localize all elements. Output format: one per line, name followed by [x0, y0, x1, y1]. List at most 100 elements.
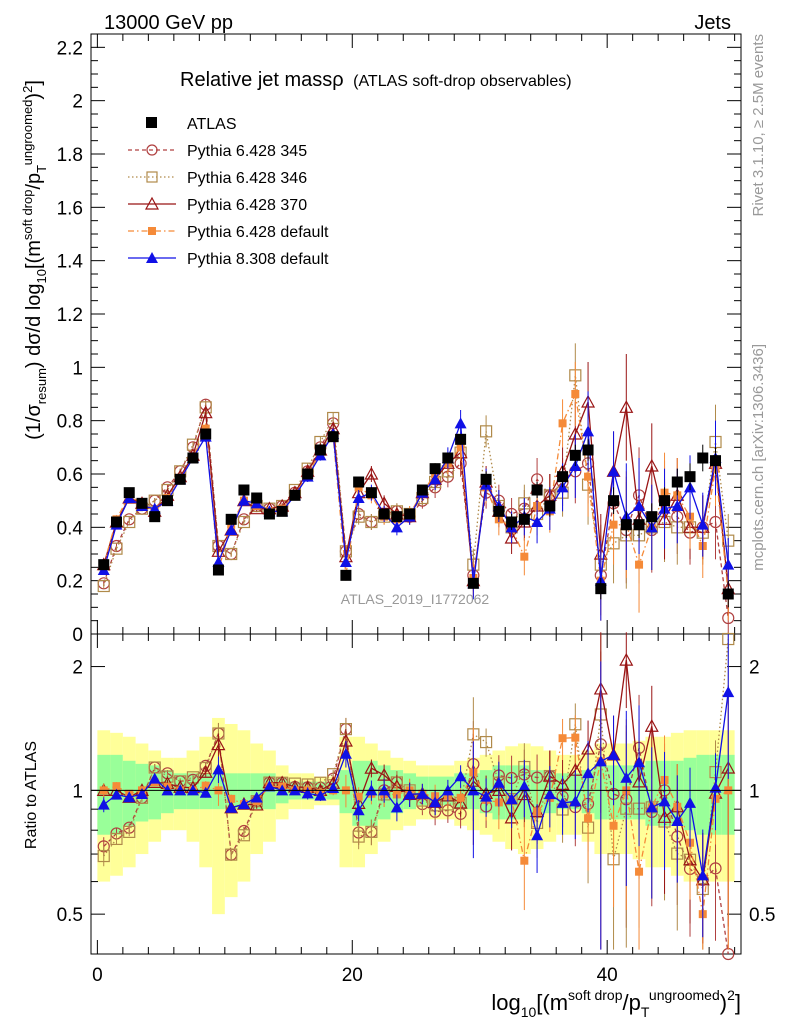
- ratio-point-p8def: [582, 767, 595, 779]
- ratio-point-p370: [211, 737, 226, 751]
- atlas-point: [582, 444, 594, 456]
- legend-entry-p345: Pythia 6.428 345: [128, 143, 307, 160]
- atlas-point: [646, 511, 658, 523]
- atlas-point: [620, 519, 632, 531]
- ratio-point-p6def: [456, 793, 465, 802]
- main-ytick-label: 1.2: [57, 305, 83, 326]
- ratio-point-p8def: [543, 788, 556, 800]
- ratio-point-p8def: [696, 869, 709, 881]
- legend-label-p345: Pythia 6.428 345: [187, 143, 307, 160]
- series-point-p370: [364, 466, 379, 480]
- series-point-p8def: [225, 524, 238, 535]
- ratio-point-p8def: [607, 748, 620, 760]
- ratio-point-p370: [364, 760, 379, 774]
- ratio-point-p345: [530, 771, 544, 784]
- atlas-point: [569, 449, 581, 461]
- atlas-point: [340, 569, 352, 581]
- series-point-p6def: [584, 472, 593, 481]
- legend-label-p346: Pythia 6.428 346: [187, 170, 307, 187]
- main-ytick-label: 0.2: [57, 572, 83, 593]
- atlas-point: [353, 476, 365, 488]
- mcplots-label: mcplots.cern.ch [arXiv:1306.3436]: [750, 344, 767, 571]
- legend-entry-p346: Pythia 6.428 346: [128, 170, 307, 187]
- rivet-label: Rivet 3.1.10, ≥ 2.5M events: [750, 34, 767, 217]
- series-line-p8def: [103, 423, 729, 584]
- atlas-point: [429, 463, 441, 475]
- ratio-point-p8def: [505, 793, 518, 805]
- ratio-point-p8def: [314, 789, 327, 801]
- atlas-point: [633, 519, 645, 531]
- atlas-point: [608, 495, 620, 507]
- series-point-p8def: [339, 556, 352, 567]
- series-point-p8def: [390, 521, 403, 533]
- atlas-point: [136, 497, 148, 509]
- ratio-point-p8def: [722, 686, 735, 698]
- series-point-p370: [644, 458, 659, 472]
- main-ytick-label: 0.4: [57, 518, 84, 539]
- atlas-point: [684, 471, 696, 483]
- series-line-p6def: [103, 391, 729, 595]
- legend-entry-atlas: ATLAS: [146, 116, 237, 133]
- ratio-point-p6def: [227, 794, 236, 803]
- atlas-point: [98, 559, 110, 571]
- ratio-point-p8def: [518, 780, 531, 792]
- main-ytick-label: 1.8: [57, 145, 83, 166]
- ratio-point-p346: [352, 830, 365, 843]
- series-point-p346: [110, 542, 123, 555]
- ratio-line-p346: [103, 638, 729, 892]
- ratio-point-p6def: [571, 733, 580, 742]
- atlas-point: [161, 495, 173, 507]
- ratio-line-p8def: [103, 692, 729, 876]
- ratio-point-p6def: [520, 856, 529, 865]
- ratio-point-p8def: [416, 787, 429, 799]
- ratio-plot-frame: [90, 633, 742, 955]
- ratio-ytick-label-right: 1: [749, 781, 760, 802]
- series-point-p346: [123, 515, 136, 529]
- series-point-p6def: [456, 443, 465, 452]
- ratio-point-p6def: [635, 867, 644, 876]
- series-point-p346: [365, 515, 378, 529]
- atlas-point: [595, 583, 607, 595]
- ratio-point-p8def: [250, 791, 263, 803]
- ratio-point-p8def: [620, 771, 633, 783]
- ratio-point-p8def: [569, 795, 582, 807]
- atlas-point: [557, 471, 569, 483]
- series-point-p6def: [635, 560, 644, 569]
- xtick-label: 0: [92, 965, 103, 986]
- legend-marker-p370: [144, 196, 160, 210]
- main-ytick-label: 0: [72, 625, 83, 646]
- ratio-point-p6def: [201, 781, 210, 790]
- atlas-point: [200, 428, 212, 440]
- main-ytick-label: 1.6: [57, 198, 83, 219]
- series-point-p8def: [237, 494, 250, 506]
- ratio-point-p8def: [429, 796, 442, 808]
- series-atlas: [98, 428, 734, 608]
- ratio-point-p8def: [301, 787, 314, 799]
- ratio-band-green: [696, 754, 710, 835]
- main-ytick-label: 1: [72, 358, 83, 379]
- atlas-point: [544, 500, 556, 512]
- ratio-point-p8def: [454, 770, 467, 782]
- legend-label-p6def: Pythia 6.428 default: [187, 224, 329, 241]
- atlas-point: [659, 495, 671, 507]
- main-ytick-label: 2.2: [57, 38, 83, 59]
- atlas-point: [416, 484, 428, 496]
- atlas-point: [480, 473, 492, 485]
- ratio-point-p346: [225, 848, 238, 861]
- ratio-ytick-label-right: 0.5: [749, 905, 775, 926]
- ratio-point-p370: [198, 765, 213, 778]
- series-point-p346: [225, 547, 238, 561]
- atlas-point: [238, 484, 250, 496]
- main-ytick-label: 2: [72, 92, 83, 113]
- ratio-ylabel: Ratio to ATLAS: [23, 741, 40, 849]
- legend-label-p370: Pythia 6.428 370: [187, 197, 307, 214]
- series-point-p6def: [571, 390, 580, 398]
- atlas-point: [276, 505, 288, 517]
- series-point-p370: [619, 400, 634, 413]
- xtick-label: 40: [597, 965, 618, 986]
- ratio-point-p6def: [609, 821, 618, 830]
- atlas-point: [506, 516, 518, 528]
- series-point-p8def: [671, 500, 684, 511]
- legend-marker-p346: [146, 171, 158, 183]
